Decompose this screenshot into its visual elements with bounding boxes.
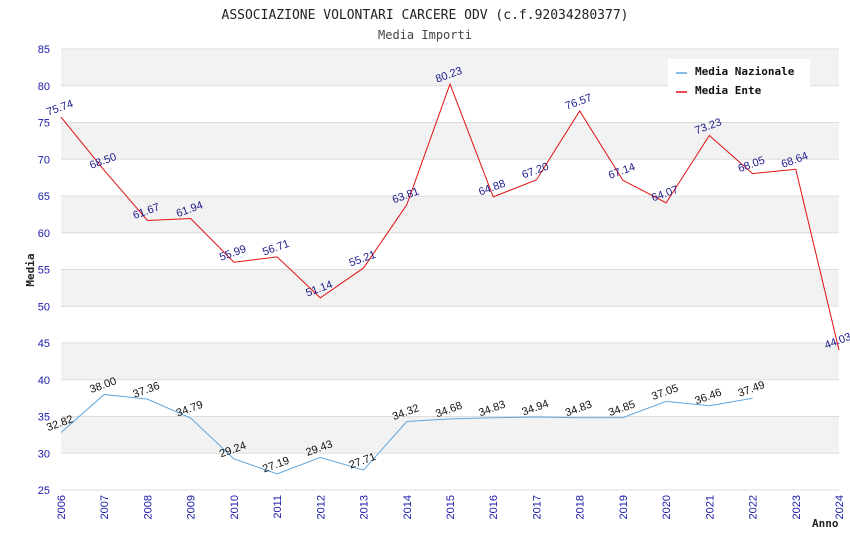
chart-subtitle: Media Importi: [378, 28, 472, 42]
grid-band: [61, 232, 839, 270]
y-tick-label: 80: [38, 81, 50, 93]
x-axis-label: Anno: [812, 517, 839, 530]
grid-bands: [61, 49, 839, 490]
x-tick-label: 2010: [229, 495, 241, 519]
y-axis-label: Media: [24, 253, 37, 286]
x-tick-label: 2016: [488, 495, 500, 519]
series-line-media-nazionale: [60, 393, 753, 475]
x-tick-label: 2022: [748, 495, 760, 519]
x-tick-label: 2023: [791, 495, 803, 519]
x-axis-ticks: 2006 2007 2008 2009 2010 2011 2012 2013 2014 2015…: [56, 495, 846, 519]
x-tick-label: 2017: [531, 495, 543, 519]
y-tick-label: 55: [38, 265, 50, 277]
x-tick-label: 2014: [402, 495, 414, 519]
x-tick-label: 2006: [56, 495, 68, 519]
y-tick-label: 70: [38, 154, 50, 166]
x-tick-label: 2011: [272, 495, 284, 519]
y-tick-label: 40: [38, 375, 50, 387]
x-tick-label: 2009: [186, 495, 198, 519]
legend-label-media-nazionale: Media Nazionale: [695, 65, 795, 78]
y-tick-label: 50: [38, 301, 50, 313]
grid-band: [61, 453, 839, 490]
legend-box: [668, 59, 810, 99]
y-tick-label: 60: [38, 228, 50, 240]
x-tick-label: 2019: [618, 495, 630, 519]
legend-label-media-ente: Media Ente: [695, 84, 762, 97]
x-tick-label: 2013: [359, 495, 371, 519]
grid-band: [61, 159, 839, 196]
grid-band: [61, 306, 839, 343]
y-tick-label: 75: [38, 118, 50, 130]
legend: Media Nazionale Media Ente: [668, 59, 810, 99]
y-tick-label: 25: [38, 485, 50, 497]
series-lines: [60, 82, 840, 475]
y-tick-label: 30: [38, 448, 50, 460]
chart-title: ASSOCIAZIONE VOLONTARI CARCERE ODV (c.f.…: [222, 8, 629, 23]
grid-band: [61, 269, 839, 307]
grid-lines: [61, 48, 839, 491]
x-tick-label: 2012: [315, 495, 327, 519]
y-axis-ticks: 25 30 35 40 45 50 55 60 65 70 75 80 85: [38, 44, 50, 497]
grid-band: [61, 343, 839, 380]
y-tick-label: 35: [38, 412, 50, 424]
y-tick-label: 65: [38, 191, 50, 203]
x-tick-label: 2021: [704, 495, 716, 519]
x-tick-label: 2024: [834, 495, 846, 519]
grid-band: [61, 196, 839, 233]
y-tick-label: 85: [38, 44, 50, 56]
series-line-media-ente: [60, 82, 840, 351]
y-tick-label: 45: [38, 338, 50, 350]
grid-band: [61, 416, 839, 454]
x-tick-label: 2020: [661, 495, 673, 519]
grid-band: [61, 379, 839, 417]
x-tick-label: 2015: [445, 495, 457, 519]
x-tick-label: 2018: [575, 495, 587, 519]
x-tick-label: 2008: [142, 495, 154, 519]
x-tick-label: 2007: [99, 495, 111, 519]
grid-band: [61, 122, 839, 160]
